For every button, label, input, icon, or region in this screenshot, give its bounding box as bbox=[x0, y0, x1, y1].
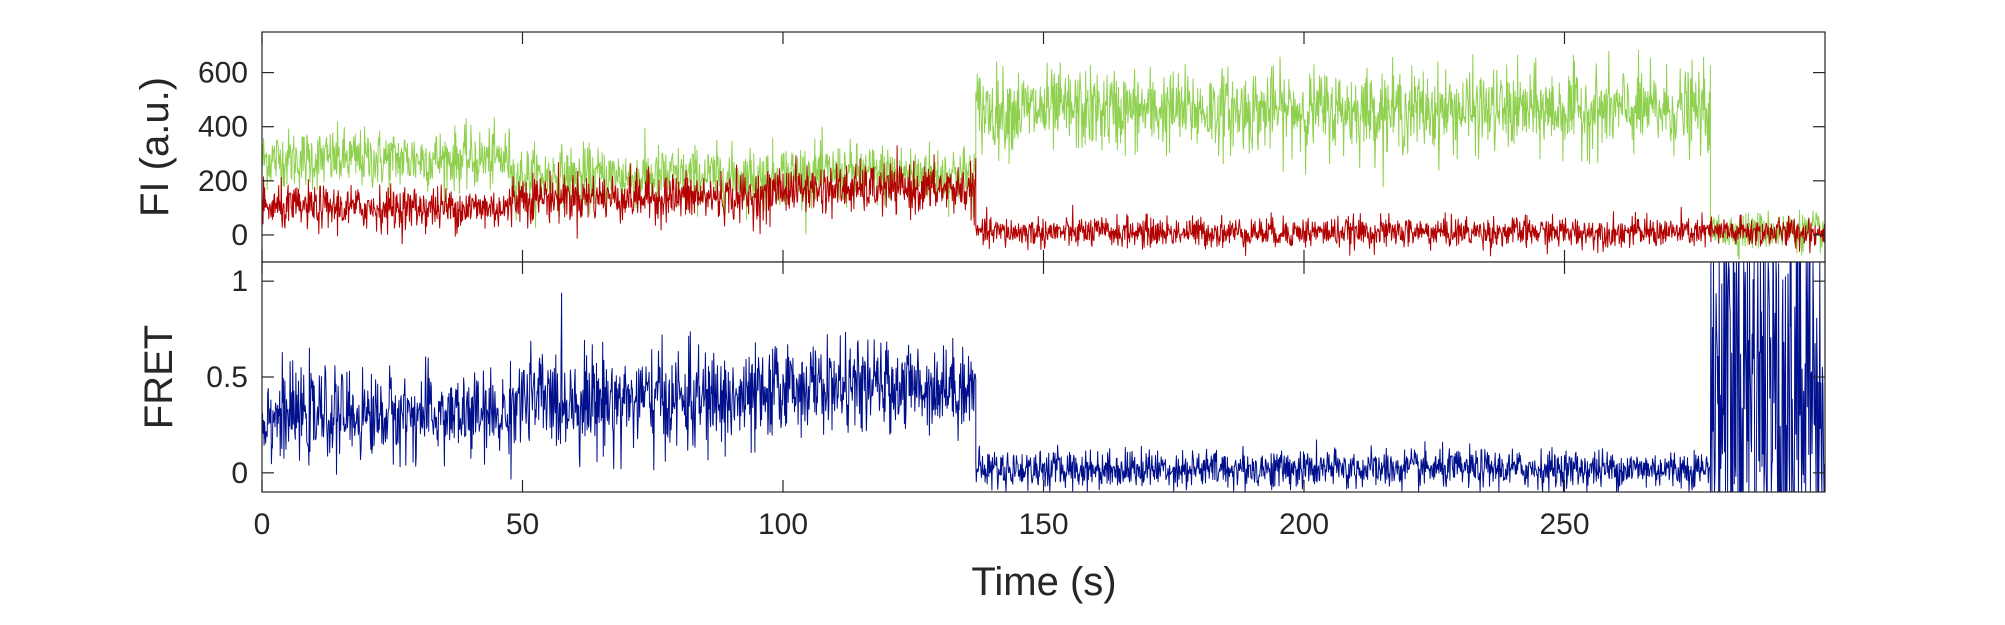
fret-ticks: 0 0.5 1 0 50 100 150 200 250 bbox=[206, 262, 1825, 541]
fi-ytick-label: 200 bbox=[198, 165, 248, 198]
fi-panel: 0 200 400 600 FI (a.u.) bbox=[133, 31, 1826, 263]
fi-ytick-label: 400 bbox=[198, 111, 248, 144]
fi-ylabel: FI (a.u.) bbox=[133, 77, 177, 217]
time-xtick-label: 250 bbox=[1539, 508, 1589, 541]
fi-ticks: 0 200 400 600 bbox=[198, 32, 1825, 262]
fret-ytick-label: 1 bbox=[231, 265, 248, 298]
time-xtick-label: 0 bbox=[254, 508, 271, 541]
fi-traces bbox=[261, 49, 1825, 260]
fret-ytick-label: 0 bbox=[231, 457, 248, 490]
time-xtick-label: 200 bbox=[1279, 508, 1329, 541]
fi-ytick-label: 0 bbox=[231, 219, 248, 252]
fret-ytick-label: 0.5 bbox=[206, 361, 248, 394]
fret-ylabel: FRET bbox=[137, 325, 181, 429]
fi-series-0-line bbox=[261, 49, 1825, 260]
fret-panel: 0 0.5 1 0 50 100 150 200 250 FRET Time (s) bbox=[137, 261, 1826, 604]
time-xtick-label: 150 bbox=[1018, 508, 1068, 541]
time-xlabel: Time (s) bbox=[971, 560, 1116, 604]
fret-series-0-line bbox=[261, 261, 1825, 493]
fret-traces bbox=[261, 261, 1825, 493]
fret-plot-area bbox=[262, 262, 1825, 492]
fi-series-1-line bbox=[261, 145, 1825, 257]
fi-ytick-label: 600 bbox=[198, 57, 248, 90]
time-xtick-label: 50 bbox=[506, 508, 539, 541]
fret-axes-box bbox=[261, 261, 1826, 493]
time-xtick-label: 100 bbox=[758, 508, 808, 541]
